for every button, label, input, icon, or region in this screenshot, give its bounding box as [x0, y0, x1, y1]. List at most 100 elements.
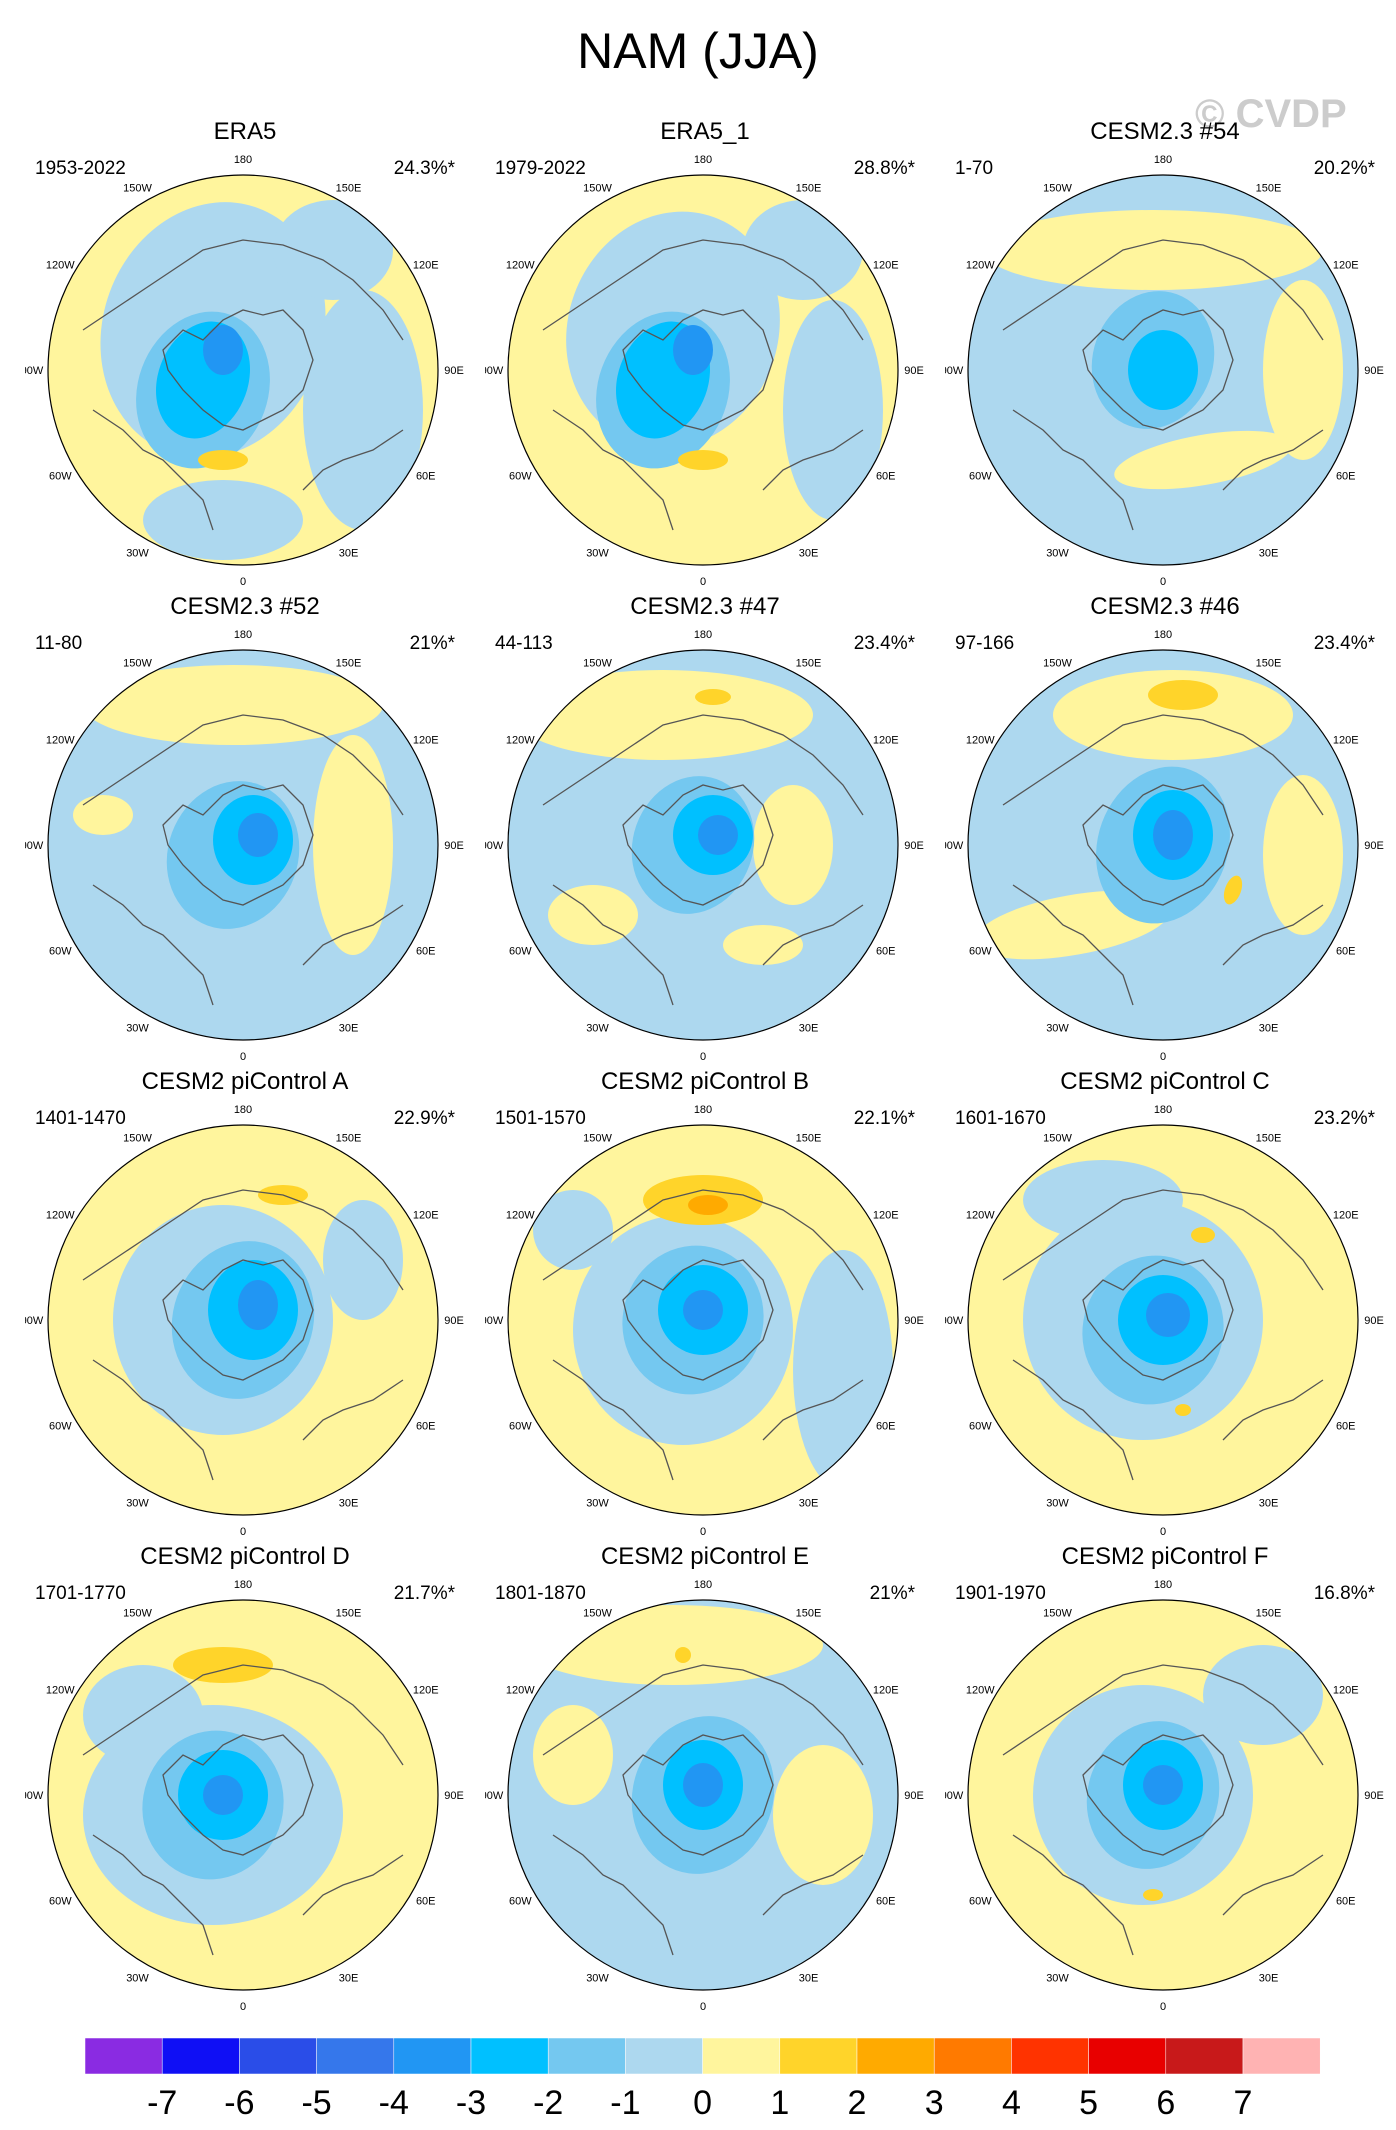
map-panel: 180 150E 120E 90E 60E 30E 0 30W 60W 90W 120W 150W CE… [945, 1543, 1385, 2013]
contour-region [675, 1647, 691, 1663]
lon-label: 150W [1043, 1132, 1072, 1144]
contour-region [1263, 280, 1343, 460]
contour-region [83, 665, 383, 745]
map-boundary [967, 1599, 1359, 1991]
contour-region [1263, 775, 1343, 935]
contour-region [513, 670, 813, 760]
lon-label: 90W [25, 1315, 44, 1327]
lon-label: 90E [1364, 840, 1384, 852]
lon-label: 150W [123, 1607, 152, 1619]
map-boundary [507, 1599, 899, 1991]
map-boundary [507, 649, 899, 1041]
lon-label: 90W [945, 365, 964, 377]
contour-region [73, 795, 133, 835]
lon-label: 90W [485, 1790, 504, 1802]
panel-title: CESM2 piControl C [1060, 1068, 1270, 1095]
coastline [162, 784, 314, 906]
colorbar-swatch [84, 2037, 163, 2075]
colorbar-swatch [161, 2037, 240, 2075]
lon-label: 180 [694, 1579, 712, 1591]
coastline [622, 1259, 774, 1381]
lon-label: 60W [969, 1896, 992, 1908]
lon-label: 150W [1043, 657, 1072, 669]
lon-label: 60W [509, 946, 532, 958]
polar-map: 180 150E 120E 90E 60E 30E 0 30W 60W 90W 120W 150W [945, 629, 1384, 1063]
panel-variance: 21%* [409, 633, 455, 654]
polar-map: 180 150E 120E 90E 60E 30E 0 30W 60W 90W 120W 150W [25, 1579, 464, 2013]
coastline [82, 714, 404, 816]
colorbar-label: 4 [1002, 2084, 1021, 2122]
panel-variance: 23.2%* [1313, 1108, 1375, 1129]
lon-label: 30W [586, 1973, 609, 1985]
contour-region [1143, 1765, 1183, 1805]
contour-region [1128, 330, 1198, 410]
map-panel: 180 150E 120E 90E 60E 30E 0 30W 60W 90W 120W 150W CE… [25, 1543, 465, 2013]
contour-region [323, 1200, 403, 1320]
lon-label: 120W [46, 735, 75, 747]
colorbar-label: -4 [379, 2084, 409, 2122]
panel-title: CESM2.3 #47 [630, 593, 780, 620]
lon-label: 30E [339, 1023, 359, 1035]
coastline [622, 309, 774, 431]
lon-label: 30E [799, 1023, 819, 1035]
panel-years: 1701-1770 [35, 1583, 126, 1604]
panel-variance: 21.7%* [393, 1583, 455, 1604]
lon-label: 90W [25, 840, 44, 852]
contour-region [143, 480, 303, 560]
coastline [1012, 884, 1324, 1006]
contour-region [238, 1280, 278, 1330]
coastline [622, 784, 774, 906]
contour-region [1143, 1889, 1163, 1901]
lon-label: 0 [700, 576, 706, 588]
lon-label: 150E [336, 657, 362, 669]
lon-label: 150W [123, 1132, 152, 1144]
map-boundary [507, 1124, 899, 1516]
contour-region [695, 689, 731, 705]
contour-region [533, 1705, 613, 1805]
contour-region [983, 210, 1323, 290]
panel-title: CESM2 piControl F [1061, 1543, 1269, 1570]
map-panel: 180 150E 120E 90E 60E 30E 0 30W 60W 90W 120W 150W CE… [945, 118, 1385, 588]
map-panel: 180 150E 120E 90E 60E 30E 0 30W 60W 90W 120W 150W CE… [945, 593, 1385, 1063]
coastline [542, 1664, 864, 1766]
lon-label: 30E [1259, 1973, 1279, 1985]
lon-label: 60W [509, 1421, 532, 1433]
lon-label: 60W [49, 471, 72, 483]
lon-label: 30W [1046, 1498, 1069, 1510]
lon-label: 90E [1364, 365, 1384, 377]
colorbar-swatch [1242, 2037, 1321, 2075]
lon-label: 180 [1154, 1579, 1172, 1591]
lon-label: 120E [1333, 1685, 1359, 1697]
map-panel: 180 150E 120E 90E 60E 30E 0 30W 60W 90W 120W 150W ER… [485, 118, 925, 588]
lon-label: 150E [796, 1132, 822, 1144]
colorbar-label: -1 [610, 2084, 640, 2122]
contour-region [773, 1745, 873, 1885]
lon-label: 150E [796, 657, 822, 669]
lon-label: 120W [966, 735, 995, 747]
lon-label: 60E [416, 1896, 436, 1908]
panel-years: 44-113 [495, 633, 553, 654]
lon-label: 120W [506, 1685, 535, 1697]
lon-label: 90W [485, 840, 504, 852]
lon-label: 90E [904, 1790, 924, 1802]
contour-region [683, 1763, 723, 1807]
lon-label: 90E [444, 1790, 464, 1802]
lon-label: 120E [1333, 1210, 1359, 1222]
lon-label: 60E [1336, 1421, 1356, 1433]
contour-region [743, 200, 863, 300]
colorbar-label: 1 [770, 2084, 789, 2122]
lon-label: 90E [904, 1315, 924, 1327]
lon-label: 90E [904, 840, 924, 852]
contour-region [198, 450, 248, 470]
colorbar-swatch [470, 2037, 549, 2075]
lon-label: 30E [339, 1973, 359, 1985]
lon-label: 60E [876, 1421, 896, 1433]
contour-region [313, 735, 393, 955]
panel-years: 1401-1470 [35, 1108, 126, 1129]
polar-map: 180 150E 120E 90E 60E 30E 0 30W 60W 90W 120W 150W [945, 1104, 1384, 1538]
lon-label: 30E [799, 548, 819, 560]
lon-label: 120E [413, 260, 439, 272]
colorbar-swatch [1088, 2037, 1167, 2075]
lon-label: 30E [1259, 1498, 1279, 1510]
contour-region [1023, 1160, 1183, 1240]
